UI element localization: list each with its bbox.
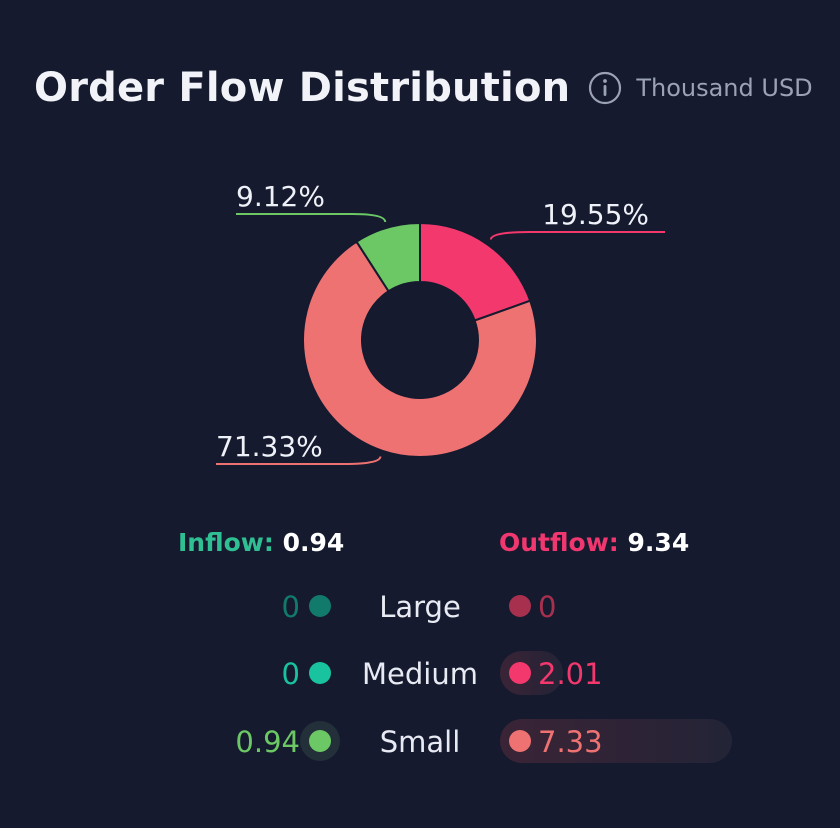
category-medium: Medium	[362, 657, 478, 691]
slice-percent-label-0: 19.55%	[542, 198, 649, 231]
outflow-small-dot	[509, 730, 531, 752]
flow-totals: Inflow: 0.94 Outflow: 9.34	[0, 528, 840, 564]
slice-percent-label-2: 9.12%	[236, 180, 325, 213]
inflow-medium-dot	[309, 662, 331, 684]
chart-header: Order Flow Distribution Thousand USD	[34, 60, 824, 116]
inflow-total: Inflow: 0.94	[178, 528, 344, 557]
donut-chart: 19.55% 71.33% 9.12%	[216, 180, 665, 465]
row-large: 0 Large 0	[0, 582, 840, 632]
inflow-large-value: 0	[281, 590, 300, 624]
inflow-label: Inflow:	[178, 528, 274, 557]
chart-title: Order Flow Distribution	[34, 65, 571, 111]
donut-slice-2[interactable]	[355, 221, 421, 293]
outflow-large-dot	[509, 595, 531, 617]
inflow-medium-value: 0	[281, 657, 300, 691]
outflow-value: 9.34	[627, 528, 690, 557]
outflow-medium-dot	[509, 662, 531, 684]
outflow-medium-value: 2.01	[538, 657, 603, 691]
unit-label: Thousand USD	[636, 74, 813, 102]
outflow-small-value: 7.33	[538, 725, 603, 759]
outflow-total: Outflow: 9.34	[499, 528, 689, 557]
slice-percent-label-1: 71.33%	[216, 430, 323, 463]
row-medium: 0 Medium 2.01	[0, 649, 840, 699]
inflow-small-value: 0.94	[235, 725, 300, 759]
category-large: Large	[379, 590, 461, 624]
slice-leader-line-0	[489, 231, 665, 240]
donut-slice-1[interactable]	[302, 240, 538, 458]
inflow-large-dot	[309, 595, 331, 617]
slice-leader-line-1	[216, 456, 382, 465]
inflow-small-dot	[309, 730, 331, 752]
inflow-value: 0.94	[282, 528, 345, 557]
outflow-label: Outflow:	[499, 528, 619, 557]
slice-leader-line-2	[236, 213, 387, 223]
row-small: 0.94 Small 7.33	[0, 717, 840, 767]
category-small: Small	[379, 725, 461, 759]
info-circle-icon[interactable]	[588, 71, 622, 105]
outflow-small-bar	[500, 719, 732, 763]
outflow-large-value: 0	[538, 590, 557, 624]
